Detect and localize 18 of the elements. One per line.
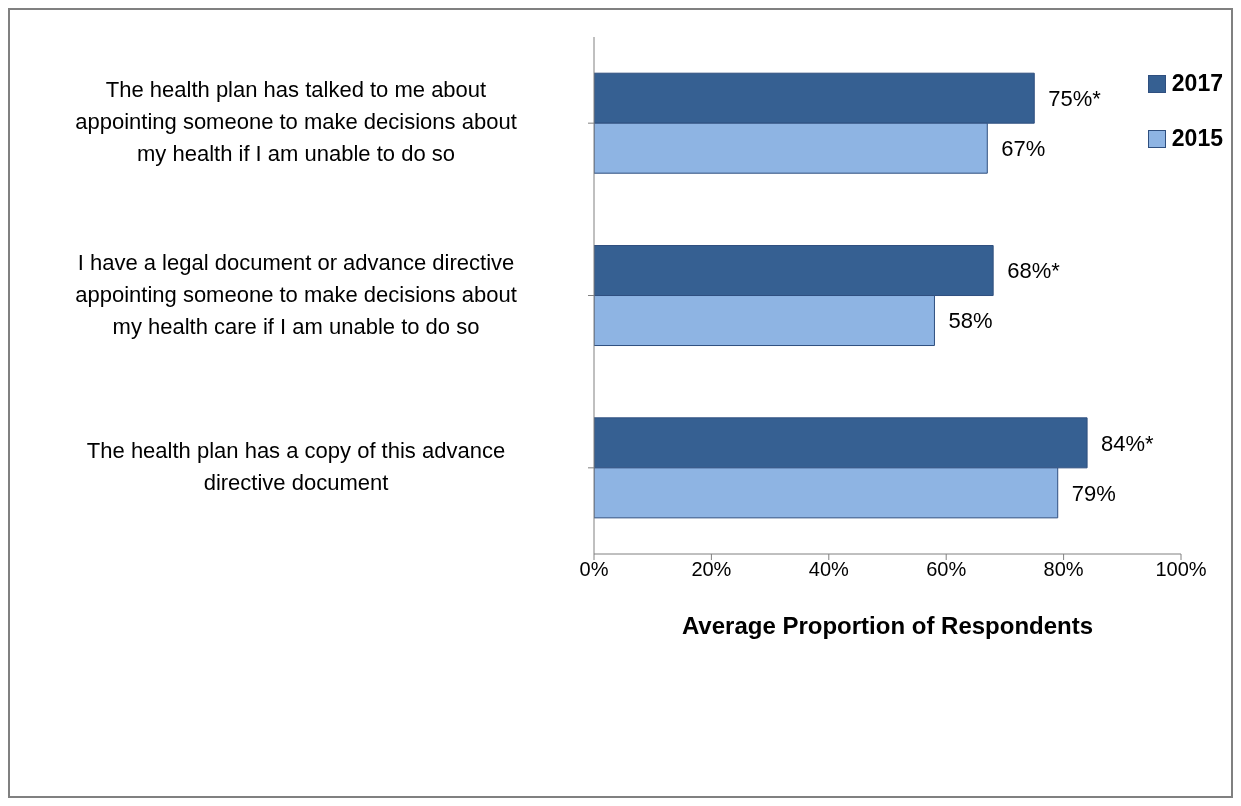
- legend-label: 2015: [1171, 125, 1223, 152]
- y-tick-label: The health plan has talked to me about appointing someone to make decisions about my health if I am unable to do so: [75, 76, 517, 166]
- data-label: 79%: [1071, 480, 1116, 506]
- x-tick-label: 20%: [691, 558, 732, 581]
- x-tick-label: 100%: [1155, 558, 1207, 581]
- y-tick-label: I have a legal document or advance directive appointing someone to make decisions about my health care if I am unable to do so: [75, 249, 517, 339]
- data-label: 84%*: [1101, 430, 1155, 456]
- x-tick-label: 0%: [579, 558, 609, 581]
- data-label: 68%*: [1007, 258, 1061, 284]
- legend-label: 2017: [1171, 70, 1223, 97]
- data-label: 58%: [948, 308, 993, 334]
- data-label: 75%*: [1048, 86, 1102, 111]
- x-tick-label: 60%: [926, 558, 967, 581]
- x-tick-label: 80%: [1043, 558, 1084, 581]
- x-tick-label: 40%: [808, 558, 850, 581]
- y-tick-label: The health plan has a copy of this advance directive document: [86, 437, 506, 495]
- data-label: 67%: [1001, 136, 1046, 161]
- x-axis-title: Average Proportion of Respondents: [681, 612, 1094, 639]
